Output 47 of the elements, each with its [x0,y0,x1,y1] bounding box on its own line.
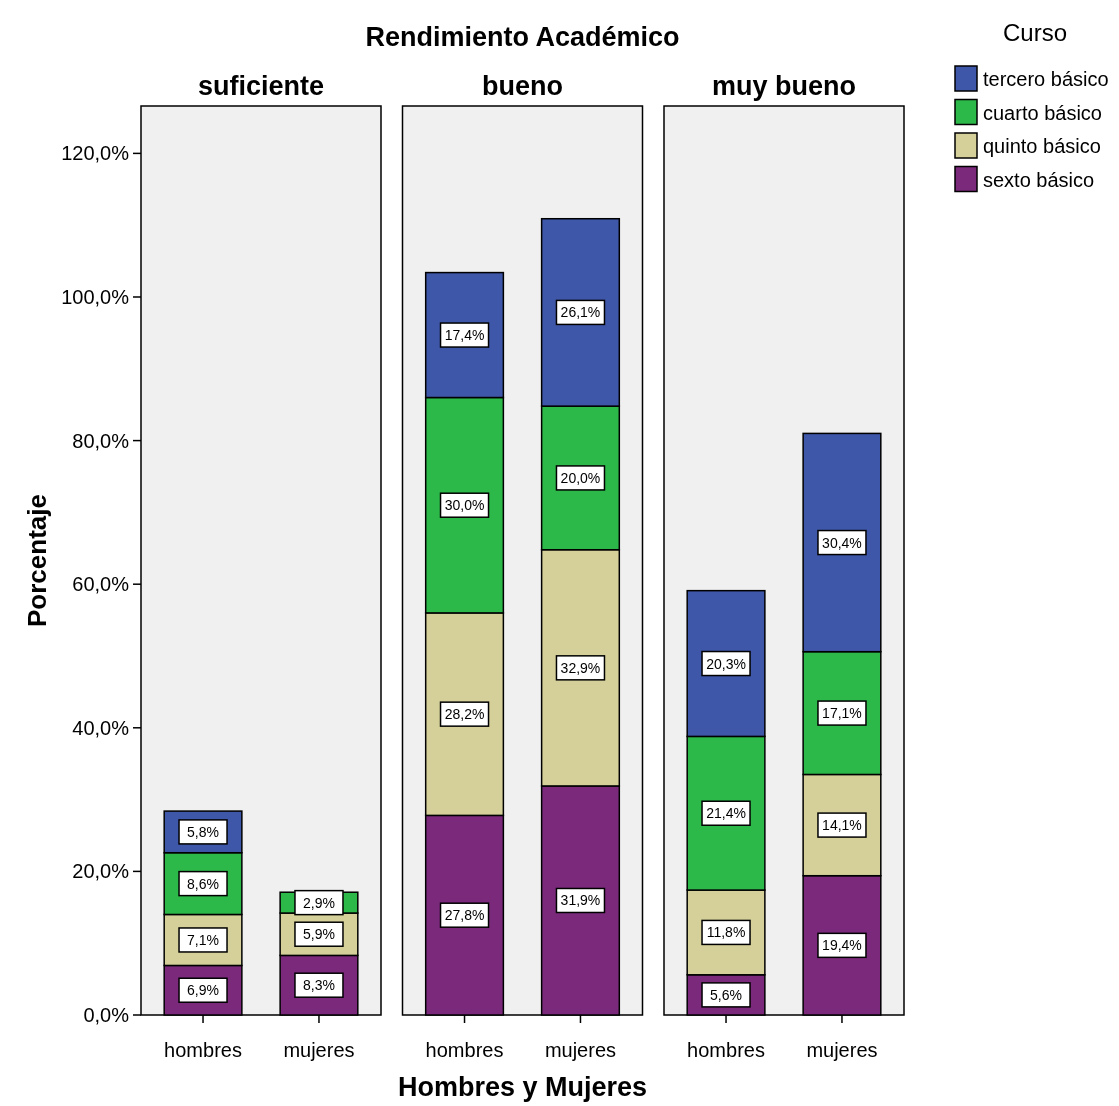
x-tick-label: hombres [425,1039,504,1061]
y-tick-label: 20,0% [72,860,130,883]
data-label: 14,1% [822,817,862,834]
text: Rendimiento Académico [365,22,680,52]
data-label: 17,4% [444,327,485,344]
y-axis-title: Porcentaje [22,494,52,627]
x-tick-label: mujeres [283,1039,355,1061]
y-tick-label: 80,0% [72,429,130,452]
legend-label: quinto básico [983,135,1101,157]
chart-title: bueno [482,71,563,101]
data-label: 30,4% [822,534,862,551]
data-label: 28,2% [444,706,485,723]
data-label: 26,1% [560,304,601,321]
legend-label: cuarto básico [983,101,1102,124]
data-label: 31,9% [560,892,601,909]
x-tick-label: hombres [164,1039,242,1061]
data-label: 20,3% [706,655,746,672]
y-tick-label: 60,0% [72,573,130,596]
x-axis-title: Hombres y Mujeres [397,1072,648,1102]
data-label: 20,0% [560,469,601,486]
data-label: 5,6% [710,986,742,1003]
data-label: 27,8% [444,907,485,924]
x-tick-label: hombres [687,1039,765,1061]
chart-title: muy bueno [711,71,857,101]
data-label: 21,4% [706,805,746,822]
y-tick-label: 0,0% [83,1004,130,1026]
data-label: 7,1% [187,931,219,948]
legend-label: sexto básico [983,168,1095,191]
x-tick-label: mujeres [544,1039,617,1061]
data-label: 30,0% [444,497,485,514]
data-label: 5,9% [303,926,335,943]
data-label: 17,1% [822,705,862,722]
chart-title: suficiente [197,71,325,101]
y-tick-label: 120,0% [61,142,130,165]
data-label: 8,6% [187,875,219,892]
data-label: 2,9% [303,894,335,911]
data-label: 32,9% [560,659,601,676]
data-label: 19,4% [822,937,862,954]
x-tick-label: mujeres [806,1039,878,1061]
legend-label: tercero básico [983,68,1109,90]
data-label: 6,9% [187,982,219,999]
y-tick-label: 100,0% [61,285,130,308]
legend-title: Curso [1002,19,1068,46]
data-label: 8,3% [303,977,335,994]
y-tick-label: 40,0% [72,716,130,739]
data-label: 5,8% [187,823,219,840]
data-label: 11,8% [706,924,746,941]
